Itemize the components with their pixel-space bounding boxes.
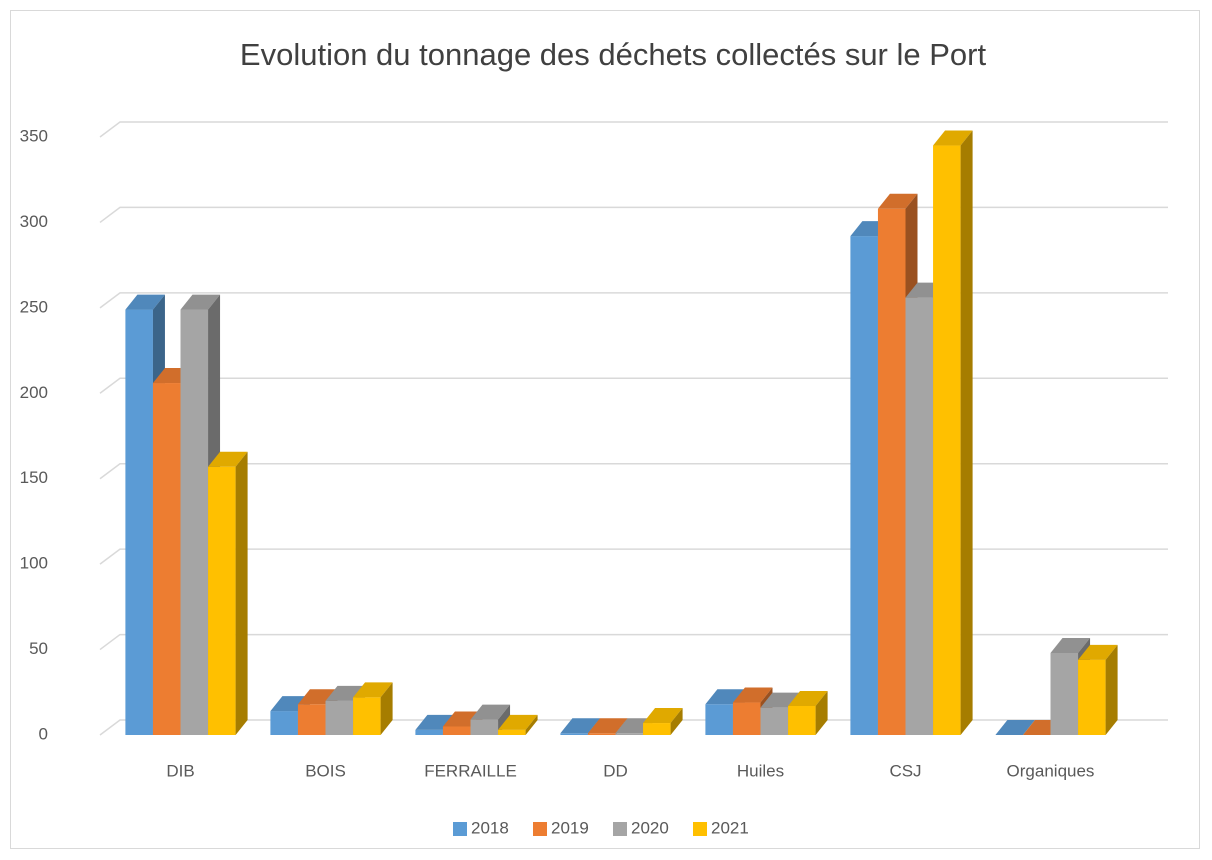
bar-top [498,714,538,730]
bar-side [1105,644,1118,735]
bar [850,236,878,735]
grid-line [99,377,1168,394]
y-tick-label: 150 [20,468,48,487]
bar-side [525,714,538,735]
legend-label: 2019 [551,818,589,837]
legend-label: 2020 [631,818,669,837]
legend-swatch [693,822,707,836]
bar [125,309,153,735]
bar [180,309,209,735]
bar [560,733,588,735]
bar-side [670,708,683,735]
bar-side [380,682,393,735]
bar [498,729,526,735]
bar [615,733,644,735]
bar [760,707,789,735]
bar [933,145,961,736]
x-tick-label: DD [603,761,628,780]
legend-swatch [613,822,627,836]
grid-line [99,206,1168,224]
y-tick-label: 200 [20,383,48,402]
bar-top [995,720,1035,735]
bar-top [877,193,918,209]
y-tick-label: 100 [20,554,48,573]
bar-top [643,708,683,724]
grid-line [99,121,1168,138]
bar-top [587,718,628,734]
bar [643,723,671,735]
bar [353,697,381,735]
y-tick-label: 350 [20,126,48,145]
x-tick-label: DIB [166,761,194,780]
y-tick-label: 250 [20,297,48,316]
grid-line [99,462,1168,480]
x-tick-label: FERRAILLE [424,761,517,780]
y-tick-label: 0 [39,724,48,743]
bar-top [353,682,393,698]
grid-line [99,548,1168,565]
bar [270,711,298,735]
bar-top [732,687,773,703]
bar [1078,659,1106,735]
bar [705,704,733,735]
y-tick-label: 300 [20,212,48,231]
bar [1050,652,1079,735]
bar-top [1050,637,1091,653]
bar-side [960,130,973,736]
bar-side [815,690,828,735]
bar-top [208,451,248,467]
bar-top [470,704,511,720]
bar-top [125,294,165,310]
legend-label: 2018 [471,818,509,837]
bar [905,297,934,735]
grid-line [99,292,1168,309]
bar [325,700,354,735]
x-tick-label: CSJ [889,761,921,780]
bar [587,733,616,735]
bar-side [235,451,248,735]
x-tick-label: Huiles [737,761,784,780]
bar-top [180,294,221,310]
bar-top [788,690,828,706]
y-tick-label: 50 [29,639,48,658]
bar [297,704,326,735]
bar [470,719,499,735]
bar-top [1078,644,1118,660]
legend-label: 2021 [711,818,749,837]
bar [877,208,906,735]
bar [415,729,443,735]
bar [442,726,471,735]
chart-title: Evolution du tonnage des déchets collect… [240,37,987,72]
x-tick-label: BOIS [305,761,346,780]
bar [152,383,181,735]
bar-top [933,130,973,146]
grid-line [99,633,1168,651]
bar-top [560,718,600,734]
legend-swatch [453,822,467,836]
x-tick-label: Organiques [1007,761,1095,780]
bar [208,466,236,735]
bar [732,702,761,735]
bar [788,705,816,735]
legend-swatch [533,822,547,836]
